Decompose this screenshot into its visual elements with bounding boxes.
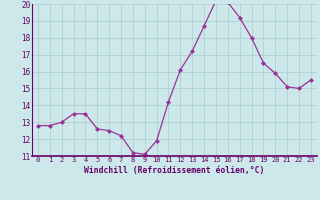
X-axis label: Windchill (Refroidissement éolien,°C): Windchill (Refroidissement éolien,°C) (84, 166, 265, 175)
